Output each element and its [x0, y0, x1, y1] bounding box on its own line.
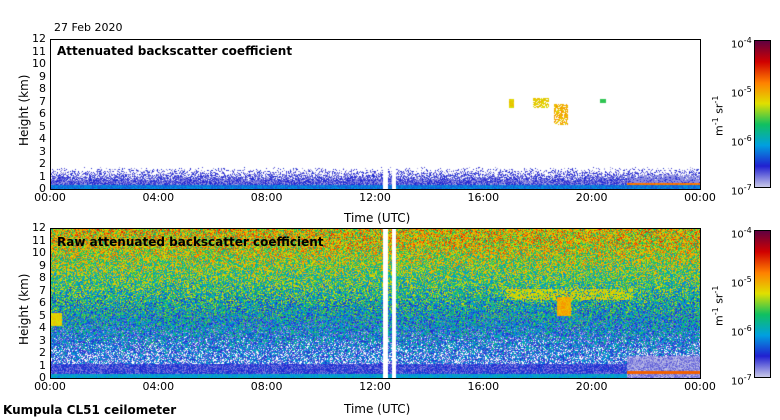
x-tick-label: 08:00: [250, 191, 283, 204]
y-tick-label: 1: [39, 358, 46, 372]
date-label: 27 Feb 2020: [54, 21, 123, 34]
y-tick-label: 11: [32, 44, 46, 58]
colorbar-bottom-label-1e-7: 10-7: [731, 373, 752, 388]
backscatter-plot-bottom: Raw attenuated backscatter coefficient: [50, 228, 701, 379]
y-tick-label: 11: [32, 233, 46, 247]
x-tick-label: 00:00: [34, 191, 66, 204]
y-tick-label: 6: [39, 296, 46, 309]
x-tick-label: 04:00: [142, 191, 175, 204]
y-tick-label: 3: [39, 144, 46, 158]
y-tick-label: 4: [39, 321, 46, 334]
y-tick-label: 7: [39, 283, 46, 297]
y-tick-label: 9: [39, 69, 46, 83]
colorbar-top-label-1e-5: 10-5: [731, 85, 752, 100]
y-tick-label: 12: [32, 221, 46, 234]
y-tick-label: 0: [39, 182, 46, 195]
backscatter-heatmap-top: [51, 40, 700, 189]
colorbar-bottom-label-1e-5: 10-5: [731, 275, 752, 290]
x-tick-label: 16:00: [467, 191, 500, 204]
y-tick-label: 1: [39, 169, 46, 183]
x-tick-label: 00:00: [34, 380, 66, 393]
colorbar-top-label-1e-7: 10-7: [731, 183, 752, 198]
y-tick-label: 8: [39, 82, 46, 95]
y-tick-label: 2: [39, 346, 46, 359]
x-tick-label: 00:00: [684, 191, 716, 204]
plot-title-top: Attenuated backscatter coefficient: [57, 44, 293, 58]
colorbar-top: [754, 40, 771, 188]
x-axis-label-bottom: Time (UTC): [344, 402, 411, 416]
x-tick-label: 20:00: [575, 380, 608, 393]
backscatter-plot-top: Attenuated backscatter coefficient: [50, 39, 701, 190]
colorbar-bottom: [754, 230, 771, 378]
x-tick-label: 00:00: [684, 380, 716, 393]
y-tick-label: 4: [39, 132, 46, 145]
x-axis-label-top: Time (UTC): [344, 211, 411, 225]
instrument-label: Kumpula CL51 ceilometer: [3, 403, 177, 417]
y-tick-label: 7: [39, 94, 46, 108]
colorbar-top-label-1e-4: 10-4: [731, 36, 752, 51]
x-tick-label: 12:00: [359, 380, 391, 393]
x-tick-label: 20:00: [575, 191, 608, 204]
x-tick-label: 08:00: [250, 380, 283, 393]
colorbar-top-label-1e-6: 10-6: [731, 134, 752, 149]
backscatter-heatmap-bottom: [51, 229, 700, 378]
y-tick-label: 9: [39, 258, 46, 272]
colorbar-bottom-label-1e-4: 10-4: [731, 226, 752, 241]
x-tick-label: 12:00: [359, 191, 391, 204]
colorbar-bottom-unit: m-1 sr-1: [711, 285, 726, 326]
y-tick-label: 10: [32, 246, 46, 259]
colorbar-bottom-label-1e-6: 10-6: [731, 324, 752, 339]
y-tick-label: 5: [39, 308, 46, 322]
y-tick-label: 6: [39, 107, 46, 120]
y-tick-label: 12: [32, 32, 46, 45]
x-tick-label: 16:00: [467, 380, 500, 393]
y-tick-label: 0: [39, 371, 46, 384]
y-tick-label: 10: [32, 57, 46, 70]
y-tick-label: 8: [39, 271, 46, 284]
y-tick-label: 2: [39, 157, 46, 170]
colorbar-top-unit: m-1 sr-1: [711, 95, 726, 136]
plot-title-bottom: Raw attenuated backscatter coefficient: [57, 235, 324, 249]
y-tick-label: 3: [39, 333, 46, 347]
y-tick-label: 5: [39, 119, 46, 133]
x-tick-label: 04:00: [142, 380, 175, 393]
